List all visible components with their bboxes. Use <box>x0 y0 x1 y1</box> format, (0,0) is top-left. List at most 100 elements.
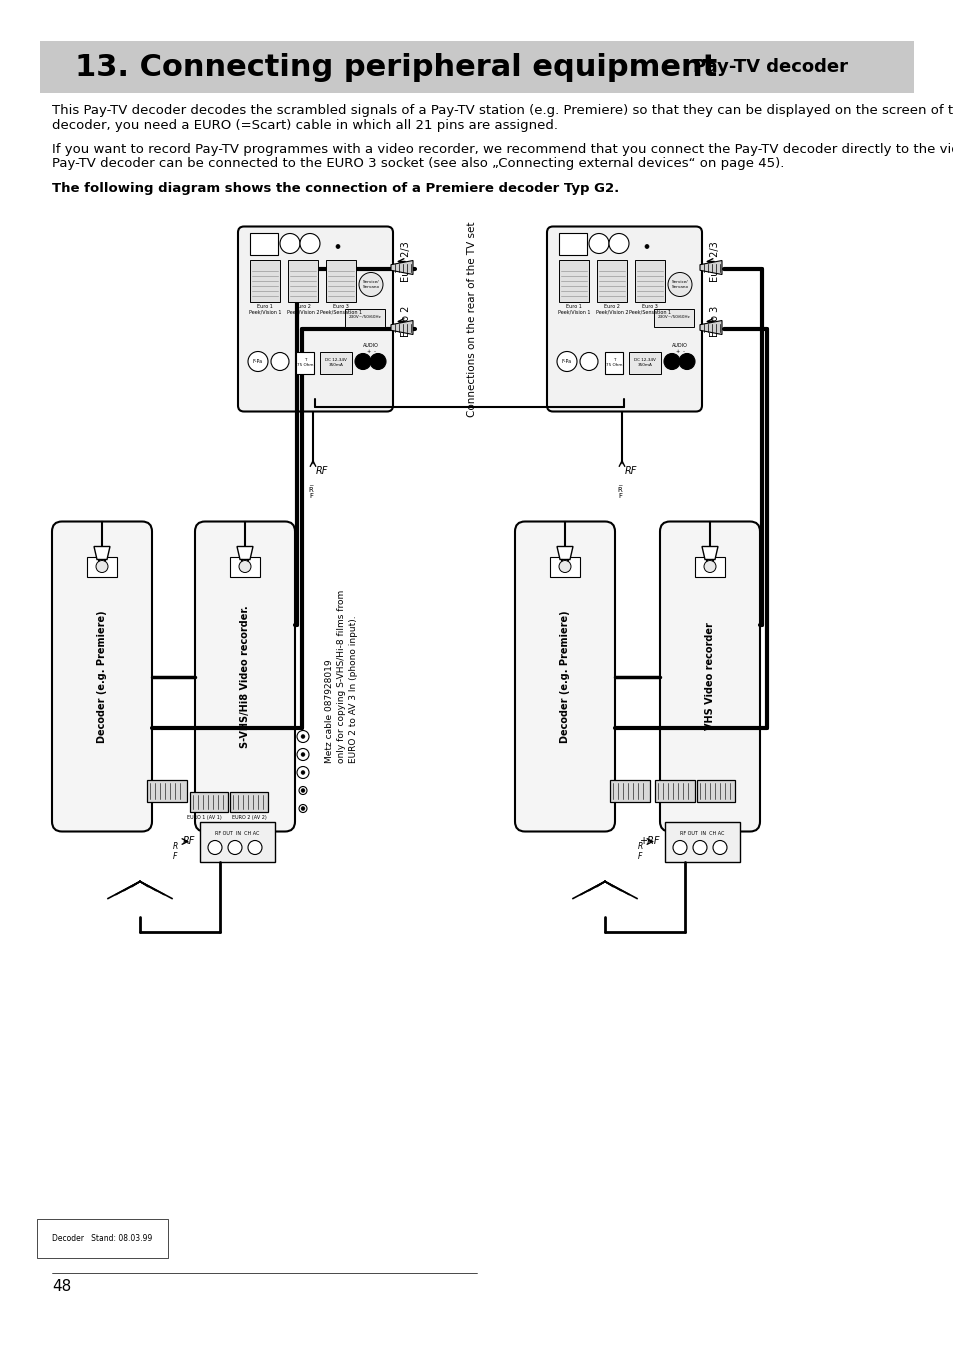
Circle shape <box>301 789 305 793</box>
Circle shape <box>608 234 628 254</box>
Circle shape <box>679 354 695 370</box>
Text: Euro 3
Peek/Sensation 1: Euro 3 Peek/Sensation 1 <box>319 304 362 315</box>
Text: +RF: +RF <box>639 836 659 847</box>
Bar <box>147 780 187 801</box>
Bar <box>697 780 734 801</box>
Bar <box>319 351 352 373</box>
Circle shape <box>579 353 598 370</box>
Text: 48: 48 <box>52 1279 71 1294</box>
Circle shape <box>557 351 577 372</box>
Text: Service/
Servano: Service/ Servano <box>671 280 688 289</box>
Text: _
R
F: _ R F <box>309 480 313 500</box>
FancyBboxPatch shape <box>546 227 701 412</box>
Bar <box>230 557 260 577</box>
Text: RF: RF <box>182 836 194 847</box>
Bar <box>230 792 268 812</box>
Text: decoder, you need a EURO (=Scart) cable in which all 21 pins are assigned.: decoder, you need a EURO (=Scart) cable … <box>52 119 558 131</box>
Polygon shape <box>94 547 110 559</box>
FancyBboxPatch shape <box>52 521 152 831</box>
Polygon shape <box>236 547 253 559</box>
Text: RF OUT  IN  CH AC: RF OUT IN CH AC <box>679 831 723 836</box>
Text: Euro 2/3: Euro 2/3 <box>709 240 720 282</box>
Circle shape <box>248 351 268 372</box>
Circle shape <box>248 840 262 854</box>
Text: If you want to record Pay-TV programmes with a video recorder, we recommend that: If you want to record Pay-TV programmes … <box>52 143 953 155</box>
Bar <box>558 232 586 254</box>
Text: VHS Video recorder: VHS Video recorder <box>704 623 714 731</box>
Circle shape <box>644 245 648 249</box>
Text: Euro 2
Peek/Vision 2: Euro 2 Peek/Vision 2 <box>595 304 628 315</box>
Bar <box>40 41 913 93</box>
Circle shape <box>703 561 716 573</box>
Bar <box>635 259 664 301</box>
Circle shape <box>96 561 108 573</box>
Bar <box>628 351 660 373</box>
Text: Decoder   Stand: 08.03.99: Decoder Stand: 08.03.99 <box>52 1233 152 1243</box>
Circle shape <box>296 766 309 778</box>
Text: S-VHS/Hi8 Video recorder.: S-VHS/Hi8 Video recorder. <box>240 605 250 748</box>
Bar <box>655 780 695 801</box>
Text: DC 12-34V
350mA: DC 12-34V 350mA <box>325 358 347 367</box>
Circle shape <box>301 807 305 811</box>
Circle shape <box>298 804 307 812</box>
Bar <box>558 259 588 301</box>
Bar <box>664 821 740 862</box>
Polygon shape <box>557 547 573 559</box>
Text: EURO 1 (AV 1): EURO 1 (AV 1) <box>187 815 221 820</box>
Text: RF OUT  IN  CH AC: RF OUT IN CH AC <box>214 831 259 836</box>
Text: This Pay-TV decoder decodes the scrambled signals of a Pay-TV station (e.g. Prem: This Pay-TV decoder decodes the scramble… <box>52 104 953 118</box>
FancyBboxPatch shape <box>515 521 615 831</box>
Bar <box>326 259 355 301</box>
Text: Euro 1
Peek/Vision 1: Euro 1 Peek/Vision 1 <box>249 304 281 315</box>
Text: Euro 2/3: Euro 2/3 <box>400 240 411 282</box>
Circle shape <box>296 731 309 743</box>
Text: Pay-TV decoder can be connected to the EURO 3 socket (see also „Connecting exter: Pay-TV decoder can be connected to the E… <box>52 158 783 170</box>
Text: AUDIO
+  -: AUDIO + - <box>363 343 378 354</box>
Text: F-Pa: F-Pa <box>561 359 572 363</box>
Circle shape <box>208 840 222 854</box>
Text: R
F: R F <box>637 842 642 861</box>
Bar <box>654 308 693 327</box>
Text: RF: RF <box>624 466 637 477</box>
Text: 13. Connecting peripheral equipment: 13. Connecting peripheral equipment <box>75 53 717 81</box>
Circle shape <box>301 770 305 774</box>
Circle shape <box>370 354 386 370</box>
Circle shape <box>335 245 339 249</box>
Circle shape <box>672 840 686 854</box>
Bar <box>550 557 579 577</box>
Text: 230V~/50/60Hz: 230V~/50/60Hz <box>657 316 690 319</box>
Circle shape <box>271 353 289 370</box>
Bar <box>190 792 228 812</box>
Text: Euro 3: Euro 3 <box>709 305 720 338</box>
Circle shape <box>296 748 309 761</box>
Circle shape <box>280 234 299 254</box>
Text: T
75 Ohm: T 75 Ohm <box>296 358 313 367</box>
Text: _
R
F: _ R F <box>617 480 621 500</box>
Polygon shape <box>700 261 721 274</box>
Text: DC 12-34V
350mA: DC 12-34V 350mA <box>634 358 656 367</box>
Bar <box>295 351 314 373</box>
Text: 230V~/50/60Hz: 230V~/50/60Hz <box>349 316 381 319</box>
Polygon shape <box>700 320 721 335</box>
Text: AUDIO
+  -: AUDIO + - <box>671 343 687 354</box>
Text: R
F: R F <box>172 842 177 861</box>
Bar <box>345 308 385 327</box>
Circle shape <box>301 753 305 757</box>
Bar <box>597 259 626 301</box>
Circle shape <box>588 234 608 254</box>
Text: Service/
Servano: Service/ Servano <box>362 280 379 289</box>
Circle shape <box>692 840 706 854</box>
Circle shape <box>301 735 305 739</box>
Text: Connections on the rear of the TV set: Connections on the rear of the TV set <box>467 222 476 416</box>
Bar <box>87 557 117 577</box>
Text: Euro 1
Peek/Vision 1: Euro 1 Peek/Vision 1 <box>558 304 590 315</box>
Text: Decoder (e.g. Premiere): Decoder (e.g. Premiere) <box>559 611 569 743</box>
Circle shape <box>228 840 242 854</box>
FancyBboxPatch shape <box>659 521 760 831</box>
Circle shape <box>358 273 382 296</box>
Circle shape <box>239 561 251 573</box>
Polygon shape <box>701 547 718 559</box>
Text: Pay-TV decoder: Pay-TV decoder <box>692 58 847 76</box>
Text: Euro 2
Peek/Vision 2: Euro 2 Peek/Vision 2 <box>287 304 319 315</box>
Bar <box>604 351 622 373</box>
